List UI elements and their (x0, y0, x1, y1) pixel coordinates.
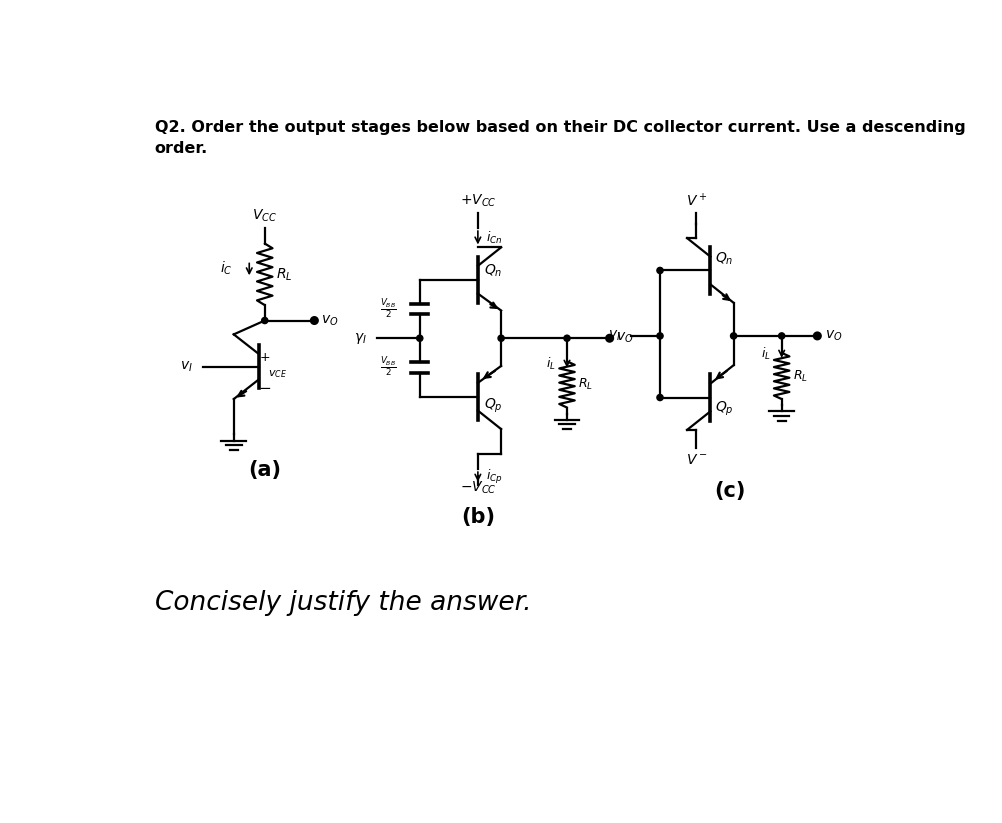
Circle shape (606, 335, 613, 342)
Circle shape (262, 318, 268, 323)
Text: $v_O$: $v_O$ (825, 328, 843, 343)
Text: $-V_{CC}$: $-V_{CC}$ (460, 480, 496, 496)
Text: $Q_p$: $Q_p$ (715, 400, 733, 418)
Text: $R_L$: $R_L$ (276, 266, 293, 282)
Text: −: − (259, 381, 272, 396)
Text: $V^-$: $V^-$ (685, 453, 707, 467)
Text: $i_{Cn}$: $i_{Cn}$ (486, 230, 502, 246)
Circle shape (498, 335, 504, 342)
Circle shape (657, 394, 663, 401)
Text: $i_{Cp}$: $i_{Cp}$ (486, 467, 502, 486)
Circle shape (311, 317, 318, 324)
Text: $v_O$: $v_O$ (616, 331, 633, 346)
Text: $\frac{V_{BB}}{2}$: $\frac{V_{BB}}{2}$ (380, 297, 397, 321)
Circle shape (657, 332, 663, 339)
Circle shape (417, 335, 423, 342)
Text: $\gamma_I$: $\gamma_I$ (355, 331, 367, 346)
Text: $Q_p$: $Q_p$ (484, 397, 503, 415)
Text: $+V_{CC}$: $+V_{CC}$ (460, 193, 496, 209)
Text: $Q_n$: $Q_n$ (715, 251, 733, 267)
Circle shape (657, 267, 663, 273)
Circle shape (730, 332, 736, 339)
Text: (c): (c) (714, 481, 745, 501)
Text: order.: order. (154, 141, 208, 156)
Text: $V^+$: $V^+$ (685, 192, 707, 209)
Text: $i_L$: $i_L$ (761, 346, 771, 362)
Text: +: + (260, 351, 271, 364)
Text: $v_I$: $v_I$ (608, 328, 621, 343)
Text: Q2. Order the output stages below based on their DC collector current. Use a des: Q2. Order the output stages below based … (154, 120, 966, 135)
Text: $R_L$: $R_L$ (578, 377, 593, 392)
Circle shape (779, 332, 785, 339)
Circle shape (814, 332, 821, 339)
Text: $R_L$: $R_L$ (793, 369, 808, 384)
Text: $v_{CE}$: $v_{CE}$ (268, 368, 287, 380)
Text: $i_L$: $i_L$ (546, 356, 556, 373)
Text: $v_O$: $v_O$ (322, 314, 339, 328)
Text: (a): (a) (248, 460, 282, 480)
Circle shape (564, 335, 570, 342)
Text: $i_C$: $i_C$ (219, 259, 232, 277)
Text: $v_I$: $v_I$ (179, 360, 192, 374)
Text: $\frac{V_{BB}}{2}$: $\frac{V_{BB}}{2}$ (380, 356, 397, 379)
Text: Concisely justify the answer.: Concisely justify the answer. (154, 590, 531, 616)
Text: (b): (b) (461, 507, 495, 527)
Text: $Q_n$: $Q_n$ (484, 263, 503, 279)
Text: $V_{CC}$: $V_{CC}$ (253, 208, 278, 225)
